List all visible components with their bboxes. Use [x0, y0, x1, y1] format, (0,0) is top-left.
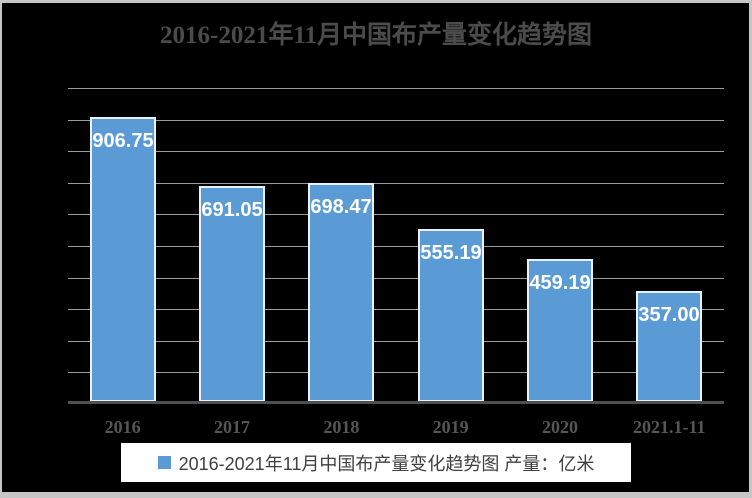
bar-2016: 906.75 [90, 117, 156, 402]
legend: 2016-2021年11月中国布产量变化趋势图 产量：亿米 [121, 443, 631, 482]
gridline [68, 183, 724, 184]
gridline [68, 246, 724, 247]
gridline [68, 120, 724, 121]
x-axis-label: 2018 [323, 417, 360, 437]
x-axis-line [68, 401, 724, 404]
x-axis-label: 2017 [213, 417, 250, 437]
window-edge-left [0, 0, 2, 498]
gridline [68, 278, 724, 279]
gridline [68, 372, 724, 373]
bar-2021.1-11: 357.00 [636, 291, 702, 402]
x-axis-label: 2016 [104, 417, 141, 437]
bar-value-label: 698.47 [310, 196, 372, 218]
bar-2018: 698.47 [308, 183, 374, 402]
bar-2017: 691.05 [199, 186, 265, 402]
gridline [68, 214, 724, 215]
bar-value-label: 691.05 [201, 199, 263, 221]
bar-value-label: 357.00 [638, 304, 700, 326]
gridline [68, 309, 724, 310]
bar-value-label: 906.75 [92, 130, 154, 152]
gridline [68, 151, 724, 152]
gridline [68, 341, 724, 342]
bar-value-label: 555.19 [420, 242, 482, 264]
window-edge-right [749, 0, 752, 498]
x-axis-label: 2021.1-11 [633, 417, 706, 437]
plot-area: 906.75 691.05 698.47 555.19 459.19 357.00 [68, 88, 724, 404]
bar-2019: 555.19 [418, 229, 484, 402]
window-edge-top [0, 0, 752, 3]
gridline [68, 88, 724, 89]
x-axis-label: 2020 [541, 417, 578, 437]
x-axis-labels: 2016 2017 2018 2019 2020 2021.1-11 [68, 417, 724, 441]
legend-marker-icon [157, 456, 171, 469]
window-edge-bottom [0, 492, 752, 498]
x-axis-label: 2019 [432, 417, 469, 437]
bar-2020: 459.19 [527, 259, 593, 402]
bar-value-label: 459.19 [529, 272, 591, 294]
chart-title: 2016-2021年11月中国布产量变化趋势图 [160, 22, 592, 49]
legend-label: 2016-2021年11月中国布产量变化趋势图 产量：亿米 [178, 453, 595, 474]
